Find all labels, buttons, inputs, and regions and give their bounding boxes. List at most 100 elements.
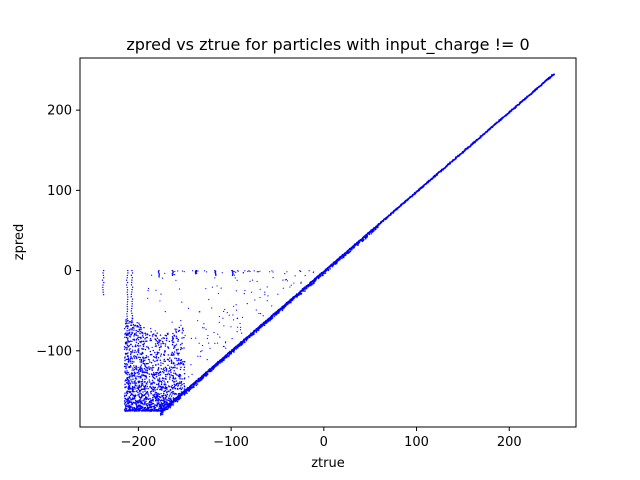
scatter-points: [101, 73, 555, 416]
scatter-point: [135, 404, 138, 407]
scatter-point: [163, 354, 166, 357]
scatter-point: [161, 413, 164, 415]
scatter-point: [137, 391, 139, 394]
scatter-point: [124, 397, 126, 400]
scatter-point: [270, 315, 273, 318]
scatter-point: [182, 392, 185, 395]
scatter-point: [193, 383, 196, 386]
scatter-point: [169, 366, 171, 368]
scatter-point: [214, 277, 216, 279]
scatter-point: [130, 352, 132, 354]
scatter-point: [140, 328, 142, 330]
scatter-point: [125, 319, 127, 321]
scatter-point: [137, 326, 140, 328]
scatter-point: [244, 289, 246, 292]
scatter-point: [133, 366, 136, 369]
scatter-point: [131, 291, 133, 293]
scatter-point: [157, 356, 160, 359]
scatter-point: [129, 360, 132, 363]
scatter-point: [173, 372, 175, 374]
scatter-point: [160, 345, 162, 347]
scatter-point: [164, 272, 166, 274]
scatter-point: [215, 364, 217, 367]
scatter-point: [158, 275, 160, 277]
scatter-point: [143, 385, 145, 387]
scatter-point: [127, 402, 129, 405]
scatter-point: [175, 344, 177, 347]
scatter-point: [255, 309, 257, 311]
scatter-point: [126, 370, 128, 372]
scatter-point: [131, 305, 133, 307]
scatter-point: [168, 397, 171, 400]
scatter-point: [134, 380, 137, 382]
scatter-point: [152, 388, 154, 390]
scatter-point: [127, 352, 129, 354]
scatter-point: [129, 366, 132, 368]
scatter-point: [157, 367, 160, 370]
scatter-point: [166, 399, 169, 401]
scatter-point: [132, 389, 134, 391]
scatter-point: [150, 339, 153, 342]
scatter-point: [162, 407, 164, 409]
scatter-point: [240, 332, 243, 334]
scatter-point: [200, 375, 203, 378]
scatter-point: [177, 359, 180, 361]
scatter-point: [163, 358, 166, 361]
scatter-point: [152, 394, 154, 396]
scatter-point: [218, 315, 221, 318]
scatter-point: [172, 362, 175, 365]
scatter-point: [124, 356, 126, 358]
scatter-point: [162, 362, 164, 365]
scatter-point: [136, 344, 139, 347]
scatter-point: [187, 390, 190, 392]
scatter-point: [289, 299, 291, 301]
scatter-point: [144, 381, 146, 383]
scatter-point: [176, 374, 178, 376]
scatter-point: [172, 375, 174, 377]
scatter-point: [177, 340, 179, 342]
scatter-point: [176, 387, 179, 390]
scatter-point: [150, 406, 153, 409]
scatter-point: [366, 234, 369, 237]
scatter-point: [291, 296, 294, 299]
scatter-point: [147, 356, 149, 358]
scatter-point: [156, 353, 159, 356]
scatter-point: [138, 356, 140, 358]
scatter-point: [133, 373, 135, 375]
scatter-point: [231, 274, 234, 277]
scatter-point: [165, 335, 168, 337]
scatter-point: [149, 339, 151, 342]
scatter-point: [159, 300, 161, 302]
scatter-point: [143, 400, 145, 402]
scatter-point: [150, 373, 153, 375]
scatter-point: [133, 361, 135, 363]
scatter-point: [235, 304, 237, 306]
scatter-point: [377, 226, 379, 229]
scatter-point: [144, 371, 146, 374]
scatter-point: [199, 355, 201, 357]
scatter-point: [358, 241, 361, 244]
scatter-point: [223, 310, 225, 313]
scatter-point: [147, 367, 149, 369]
scatter-point: [204, 270, 206, 272]
scatter-point: [134, 407, 136, 410]
scatter-point: [273, 315, 276, 318]
scatter-point: [135, 402, 137, 405]
y-tick-label: 0: [64, 264, 72, 279]
scatter-point: [125, 367, 127, 370]
scatter-point: [143, 342, 145, 345]
scatter-point: [246, 303, 248, 305]
scatter-point: [233, 271, 235, 273]
scatter-point: [171, 274, 174, 277]
scatter-point: [176, 400, 179, 403]
scatter-point: [157, 363, 160, 365]
scatter-point: [146, 371, 148, 374]
scatter-point: [201, 350, 203, 352]
scatter-point: [284, 305, 286, 308]
scatter-point: [133, 339, 135, 341]
scatter-point: [133, 398, 136, 400]
scatter-point: [134, 394, 137, 396]
scatter-point: [202, 327, 204, 329]
scatter-point: [130, 404, 132, 406]
